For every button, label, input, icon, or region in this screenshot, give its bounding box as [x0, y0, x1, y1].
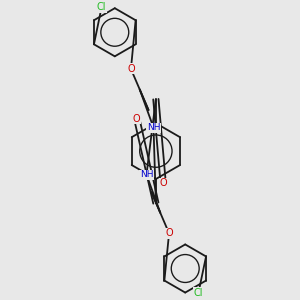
Text: NH: NH: [147, 123, 160, 132]
Text: Cl: Cl: [97, 2, 106, 12]
Text: O: O: [133, 114, 141, 124]
Text: Cl: Cl: [194, 288, 203, 298]
Text: NH: NH: [140, 170, 153, 179]
Text: O: O: [165, 228, 173, 238]
Text: O: O: [159, 178, 167, 188]
Text: O: O: [127, 64, 135, 74]
